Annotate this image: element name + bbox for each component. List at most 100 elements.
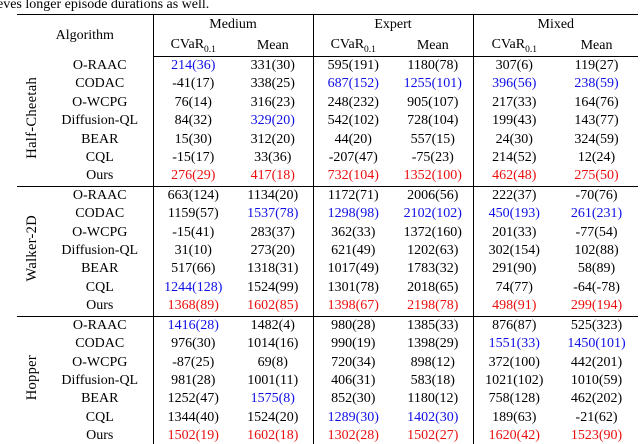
- table-header: Algorithm Medium Expert Mixed CVaR0.1 Me…: [17, 14, 639, 57]
- column-header-mean-medium: Mean: [233, 35, 314, 57]
- value-cell: 1159(57): [167, 206, 219, 222]
- table-row: BEAR 15(30) 312(20) 44(20) 557(15) 24(30) 324(…: [17, 130, 638, 150]
- page-body-text: eves longer episode durations as well.: [0, 0, 210, 12]
- value-cell: 1620(42): [488, 428, 540, 444]
- value-cell: 76(14): [174, 94, 212, 110]
- value-cell: 307(6): [495, 58, 533, 73]
- value-cell: 299(194): [570, 298, 623, 314]
- value-cell: 876(87): [492, 317, 537, 333]
- value-cell: 1010(59): [570, 372, 623, 388]
- value-cell: 199(43): [492, 113, 537, 129]
- value-cell: 406(31): [331, 372, 376, 388]
- value-cell: 102(88): [574, 243, 619, 259]
- table-row: CODAC -41(17) 338(25) 687(152) 1255(101) 396(…: [17, 75, 638, 94]
- value-cell: 462(48): [492, 168, 537, 184]
- value-cell: 1180(78): [393, 56, 474, 76]
- value-cell: 1482(4): [233, 316, 314, 336]
- value-cell: 164(76): [574, 94, 619, 110]
- value-cell: 1298(98): [327, 206, 379, 222]
- value-cell: 525(323): [570, 317, 623, 333]
- value-cell: 557(15): [393, 130, 474, 150]
- value-cell: 1172(71): [327, 187, 379, 203]
- value-cell: 417(18): [233, 167, 314, 187]
- table-row: BEAR 517(66) 1318(31) 1017(49) 1783(32) 291(9…: [17, 260, 638, 279]
- value-cell: 275(50): [574, 168, 619, 184]
- value-cell: 542(102): [327, 113, 379, 129]
- table-row: BEAR 1252(47) 1575(8) 852(30) 1180(12) 758(12…: [17, 390, 638, 409]
- value-cell: 302(154): [488, 243, 540, 259]
- value-cell: 1014(16): [233, 335, 314, 354]
- value-cell: 312(20): [233, 130, 314, 150]
- algorithm-name: BEAR: [47, 130, 154, 150]
- value-cell: 324(59): [574, 131, 619, 147]
- value-cell: 1402(30): [393, 408, 474, 428]
- value-cell: 663(124): [167, 187, 219, 203]
- algorithm-name: CQL: [47, 278, 154, 298]
- value-cell: 1301(78): [327, 279, 379, 295]
- value-cell: 1001(11): [233, 371, 314, 391]
- column-header-cvar-medium: CVaR0.1: [153, 35, 233, 57]
- column-header-cvar-mixed: CVaR0.1: [473, 35, 556, 57]
- value-cell: 396(56): [492, 76, 537, 92]
- value-cell: -70(76): [575, 187, 618, 203]
- table-row: Diffusion-QL 84(32) 329(20) 542(102) 728(104…: [17, 112, 638, 131]
- table-row: CQL -15(17) 33(36) -207(47) -75(23) 214(52) 12…: [17, 149, 638, 168]
- value-cell: 728(104): [393, 112, 474, 131]
- environment-label-cell: Hopper: [17, 316, 47, 444]
- algorithm-name: O-RAAC: [47, 186, 154, 206]
- value-cell: 1202(63): [393, 242, 474, 261]
- value-cell: 283(37): [233, 223, 314, 243]
- value-cell: 1385(33): [393, 316, 474, 336]
- table-row: O-WCPG -87(25) 69(8) 720(34) 898(12) 372(100)…: [17, 353, 638, 372]
- table-row: CODAC 1159(57) 1537(78) 1298(98) 2102(102) 45…: [17, 205, 638, 224]
- value-cell: 1602(85): [233, 297, 314, 317]
- value-cell: 12(24): [577, 150, 616, 166]
- value-cell: 758(128): [488, 391, 540, 407]
- value-cell: 84(32): [174, 113, 212, 129]
- value-cell: 69(8): [233, 353, 314, 372]
- value-cell: 189(63): [492, 409, 537, 425]
- value-cell: 1244(128): [164, 279, 223, 295]
- env-section-hopper: Hopper O-RAAC 1416(28) 1482(4) 980(28) 1385(3…: [17, 316, 638, 444]
- value-cell: 2102(102): [393, 205, 474, 224]
- value-cell: 143(77): [574, 113, 619, 129]
- value-cell: 31(10): [174, 243, 212, 259]
- value-cell: 1524(99): [233, 278, 314, 298]
- algorithm-name: BEAR: [47, 260, 154, 279]
- column-group-medium: Medium: [153, 14, 314, 36]
- value-cell: 15(30): [174, 131, 212, 147]
- value-cell: 33(36): [233, 149, 314, 168]
- value-cell: 1289(30): [327, 409, 379, 425]
- value-cell: -41(17): [172, 76, 215, 92]
- value-cell: 2198(78): [393, 297, 474, 317]
- value-cell: 2018(65): [393, 278, 474, 298]
- table-row: Ours 1368(89) 1602(85) 1398(67) 2198(78) 498(…: [17, 297, 638, 317]
- value-cell: 214(36): [171, 58, 216, 73]
- value-cell: 905(107): [393, 93, 474, 113]
- value-cell: -15(41): [172, 224, 215, 240]
- table-row: CQL 1344(40) 1524(20) 1289(30) 1402(30) 189(6…: [17, 408, 638, 428]
- algorithm-name: O-WCPG: [47, 93, 154, 113]
- value-cell: 852(30): [331, 391, 376, 407]
- algorithm-name: Diffusion-QL: [47, 371, 154, 391]
- value-cell: 981(28): [171, 372, 216, 388]
- algorithm-name: CODAC: [47, 335, 154, 354]
- table-row: Walker-2D O-RAAC 663(124) 1134(20) 1172(71) 2…: [17, 186, 638, 281]
- value-cell: 222(37): [492, 187, 537, 203]
- value-cell: 1523(90): [570, 428, 623, 444]
- value-cell: 898(12): [393, 353, 474, 372]
- env-section-walker-2d: Walker-2D O-RAAC 663(124) 1134(20) 1172(71) 2…: [17, 186, 639, 317]
- value-cell: 329(20): [233, 112, 314, 131]
- table-row: Ours 1502(19) 1602(18) 1302(28) 1502(27) 1620…: [17, 427, 638, 444]
- value-cell: 24(30): [495, 131, 533, 147]
- value-cell: 980(28): [331, 317, 376, 333]
- value-cell: 1017(49): [327, 261, 379, 277]
- algorithm-name: BEAR: [47, 390, 154, 409]
- value-cell: 1537(78): [233, 205, 314, 224]
- cvar-subscript: 0.1: [525, 44, 537, 55]
- value-cell: 273(20): [233, 242, 314, 261]
- value-cell: 2006(56): [393, 186, 474, 206]
- value-cell: 1450(101): [567, 336, 626, 352]
- results-table: Algorithm Medium Expert Mixed CVaR0.1 Me…: [17, 14, 639, 444]
- value-cell: 621(49): [331, 243, 376, 259]
